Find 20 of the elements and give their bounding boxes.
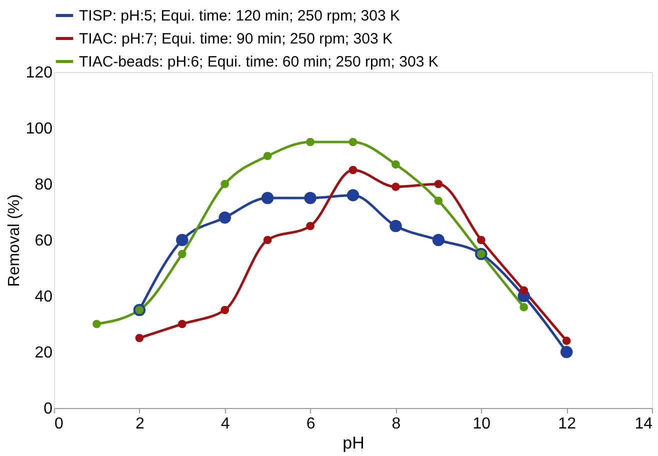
x-tick-label: 10	[472, 416, 491, 432]
x-tick-label: 12	[558, 416, 576, 432]
legend-label: TIAC-beads: pH:6; Equi. time: 60 min; 250 rpm; 303 K	[79, 54, 438, 70]
legend-label: TIAC: pH:7; Equi. time: 90 min; 250 rpm; 303 K	[79, 30, 392, 48]
y-tick-label: 0	[44, 400, 53, 418]
y-tick-label: 40	[34, 288, 53, 306]
y-tick-label: 120	[26, 64, 53, 82]
x-tick-label: 8	[392, 416, 401, 432]
x-tick-label: 2	[135, 416, 144, 432]
x-axis-title: pH	[342, 434, 364, 452]
y-tick-label: 100	[26, 120, 53, 138]
y-tick-label: 20	[34, 344, 53, 362]
y-tick-label: 80	[34, 176, 53, 194]
x-tick-label: 14	[634, 416, 653, 432]
legend-label: TISP: pH:5; Equi. time: 120 min; 250 rpm; 303 K	[79, 8, 400, 24]
y-tick-label: 60	[34, 232, 53, 250]
y-axis-title: Removal (%)	[6, 194, 23, 287]
x-tick-label: 6	[306, 416, 316, 432]
x-tick-label: 0	[54, 416, 64, 432]
x-tick-label: 4	[220, 416, 230, 432]
